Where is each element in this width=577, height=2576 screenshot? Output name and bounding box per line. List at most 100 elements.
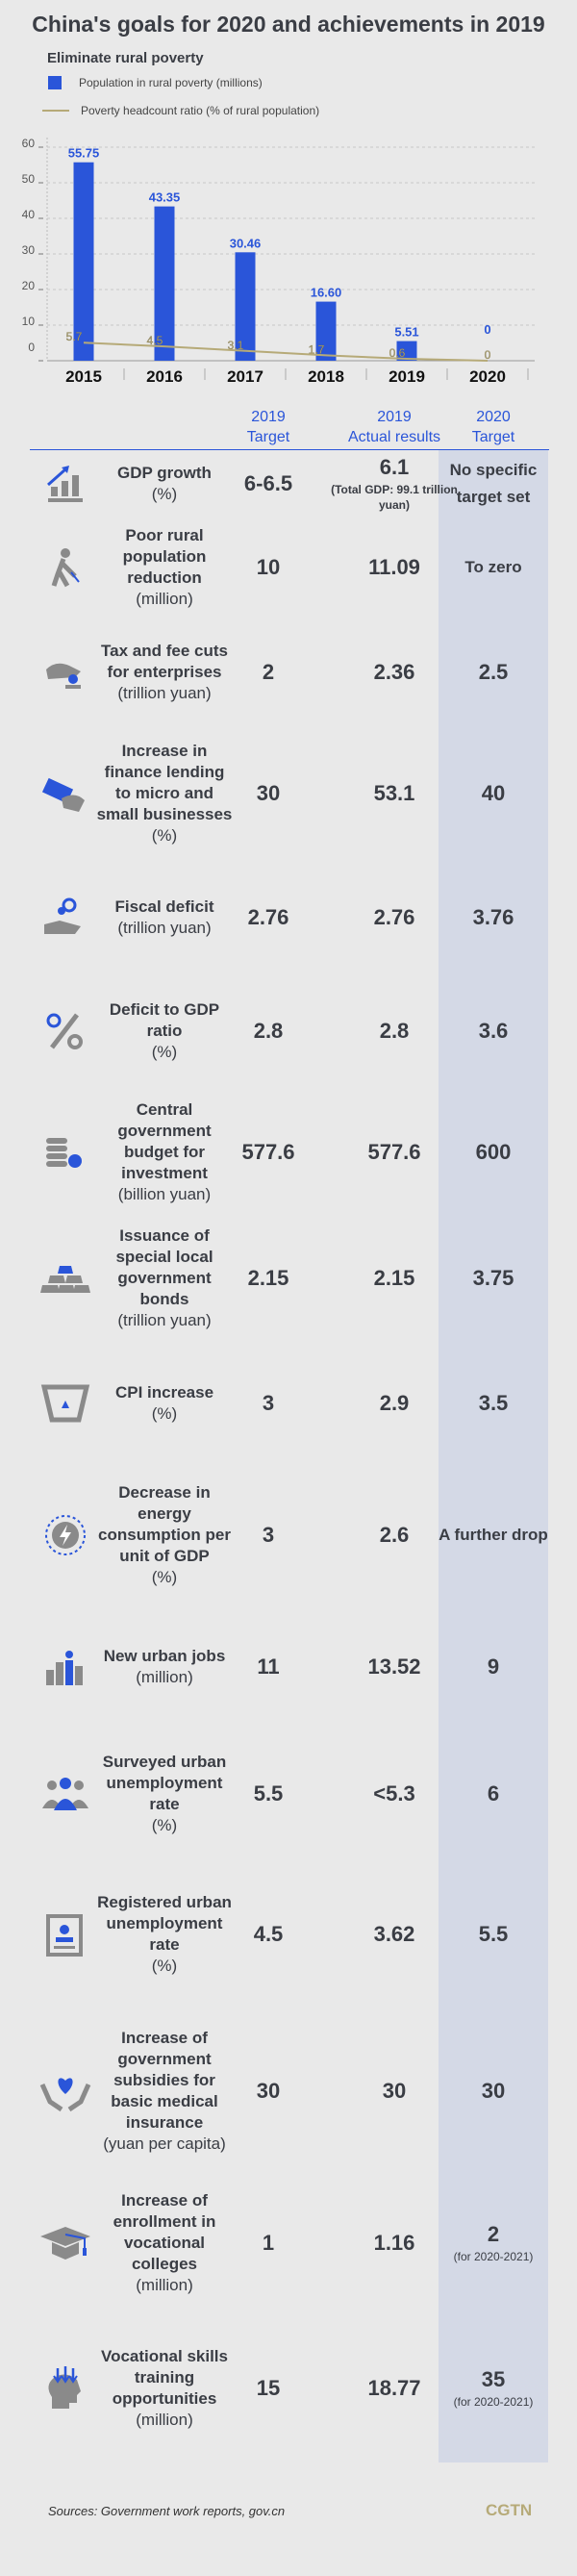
- value-2019-target: 2: [262, 659, 275, 684]
- legend-label-line: Poverty headcount ratio (% of rural popu…: [81, 104, 320, 117]
- target-value: 5.5: [478, 1921, 509, 1946]
- row-label-text: Increase of enrollment in vocational col…: [113, 2190, 216, 2273]
- value-2019-target: 6-6.5: [243, 471, 293, 495]
- y-tick-label: 0: [28, 341, 35, 354]
- target-value: 9: [487, 1654, 500, 1679]
- bar-label: 30.46: [230, 236, 262, 250]
- bar-label: 0: [484, 322, 490, 337]
- value-2019-actual: 11.09: [327, 555, 462, 580]
- cgtn-logo: CGTN: [486, 2501, 533, 2519]
- value-2020-target: 40: [439, 781, 548, 806]
- header-line: Actual results: [347, 429, 441, 445]
- value-2019-target: 30: [256, 2078, 281, 2103]
- value-2020-target: 30: [439, 2079, 548, 2104]
- row-label-text: Increase of government subsidies for bas…: [111, 2028, 218, 2132]
- actual-value: 13.52: [367, 1654, 421, 1679]
- row-label-text: GDP growth: [117, 464, 212, 482]
- table-row: Registered urban unemployment rate (%) 4.…: [0, 1857, 577, 2010]
- row-label: Increase in finance lending to micro and…: [96, 741, 233, 846]
- gold-bars-icon: [40, 1266, 90, 1293]
- value-2020-target: 2.5: [439, 660, 548, 685]
- header-line: 2019: [251, 409, 286, 425]
- table-row: Tax and fee cuts for enterprises (trillio…: [0, 617, 577, 727]
- value-2019-target: 2.15: [247, 1266, 289, 1290]
- value-2019-actual: 2.15: [327, 1266, 462, 1291]
- target-value: 3.76: [472, 904, 514, 929]
- row-unit: (%): [151, 1567, 178, 1586]
- row-label: Increase of enrollment in vocational col…: [96, 2190, 233, 2296]
- value-2019-actual: 53.1: [327, 781, 462, 806]
- row-unit: (%): [151, 825, 178, 845]
- value-2020-target: 6: [439, 1781, 548, 1806]
- row-unit: (%): [151, 485, 178, 503]
- value-2020-target: To zero: [439, 554, 548, 581]
- table-row: CPI increase (%) 3 2.9 3.5: [0, 1340, 577, 1467]
- x-tick-label: 2015: [65, 367, 102, 386]
- row-label-text: New urban jobs: [103, 1646, 226, 1665]
- table-row: Deficit to GDP ratio (%) 2.8 2.8 3.6: [0, 975, 577, 1087]
- value-2019-actual: 2.9: [327, 1391, 462, 1416]
- value-2019-target: 15: [256, 2376, 281, 2400]
- table-row: Fiscal deficit (trillion yuan) 2.76 2.76 …: [0, 859, 577, 975]
- row-label: Central government budget for investment…: [96, 1099, 233, 1205]
- header-2019-actual: 2019 Actual results: [332, 407, 457, 447]
- header-2019-target: 2019 Target: [206, 407, 331, 447]
- row-unit: (%): [151, 1404, 178, 1423]
- target-value: No specific target set: [449, 461, 538, 506]
- value-2020-target: No specific target set: [439, 457, 548, 511]
- target-value: A further drop: [439, 1525, 548, 1544]
- actual-value: 6.1: [379, 455, 410, 479]
- bar-2017: [235, 252, 256, 361]
- coin-stack-icon: [46, 1137, 82, 1168]
- row-unit: (million): [136, 2411, 193, 2429]
- actual-value: 2.9: [379, 1391, 410, 1415]
- row-label-text: Tax and fee cuts for enterprises: [101, 641, 228, 681]
- value-2020-target: 3.6: [439, 1019, 548, 1044]
- table-row: Increase in finance lending to micro and…: [0, 727, 577, 859]
- row-label: Issuance of special local government bon…: [96, 1225, 233, 1331]
- line-label: 1.7: [309, 342, 325, 356]
- row-label-text: CPI increase: [114, 1383, 214, 1402]
- value-2019-target: 3: [262, 1522, 275, 1547]
- row-label-text: Increase in finance lending to micro and…: [96, 741, 233, 823]
- bar-label: 5.51: [394, 325, 418, 340]
- actual-value: 30: [382, 2078, 407, 2103]
- header-line: 2019: [377, 409, 412, 425]
- value-2019-actual: 30: [327, 2079, 462, 2104]
- actual-note: (Total GDP: 99.1 trillion yuan): [331, 483, 458, 512]
- target-value: 35: [481, 2367, 506, 2391]
- heart-hands-icon: [39, 2077, 91, 2111]
- legend-label-bar: Population in rural poverty (millions): [79, 76, 263, 89]
- row-label: Vocational skills training opportunities…: [96, 2346, 233, 2431]
- row-label-text: Issuance of special local government bon…: [115, 1226, 213, 1308]
- row-label: CPI increase (%): [96, 1382, 233, 1425]
- actual-value: 53.1: [373, 780, 415, 805]
- legend-swatch-line: [42, 110, 69, 112]
- y-tick-label: 60: [22, 137, 36, 150]
- farmer-icon: [51, 547, 80, 587]
- chart-title: Eliminate rural poverty: [47, 50, 204, 66]
- table-row: Surveyed urban unemployment rate (%) 5.5 …: [0, 1730, 577, 1857]
- value-2019-actual: 2.6: [327, 1523, 462, 1548]
- target-value: 3.5: [478, 1391, 509, 1415]
- row-label: GDP growth (%): [96, 463, 233, 505]
- target-value: 3.6: [478, 1019, 509, 1043]
- bar-2015: [73, 162, 94, 361]
- value-2019-actual: 2.8: [327, 1019, 462, 1044]
- people-group-icon: [42, 1778, 88, 1810]
- value-2019-target: 3: [262, 1391, 275, 1415]
- goals-table: GDP growth (%) 6-6.5 6.1 (Total GDP: 99.1 …: [0, 450, 577, 2462]
- row-unit: (million): [136, 589, 193, 608]
- value-2020-target: 3.5: [439, 1391, 548, 1416]
- actual-value: <5.3: [373, 1781, 415, 1806]
- header-divider: [30, 449, 549, 450]
- poverty-chart: 0 10 20 30 40 50 60 55.75 5.7 2015 43.35 4.5 2016 30.…: [22, 137, 535, 386]
- x-tick-label: 2016: [146, 367, 183, 386]
- actual-value: 2.15: [373, 1266, 415, 1290]
- value-2019-actual: 2.36: [327, 660, 462, 685]
- row-label: Poor rural population reduction (million): [96, 525, 233, 610]
- line-label: 4.5: [147, 334, 163, 347]
- actual-value: 2.6: [379, 1522, 410, 1547]
- value-2019-actual: 18.77: [327, 2376, 462, 2401]
